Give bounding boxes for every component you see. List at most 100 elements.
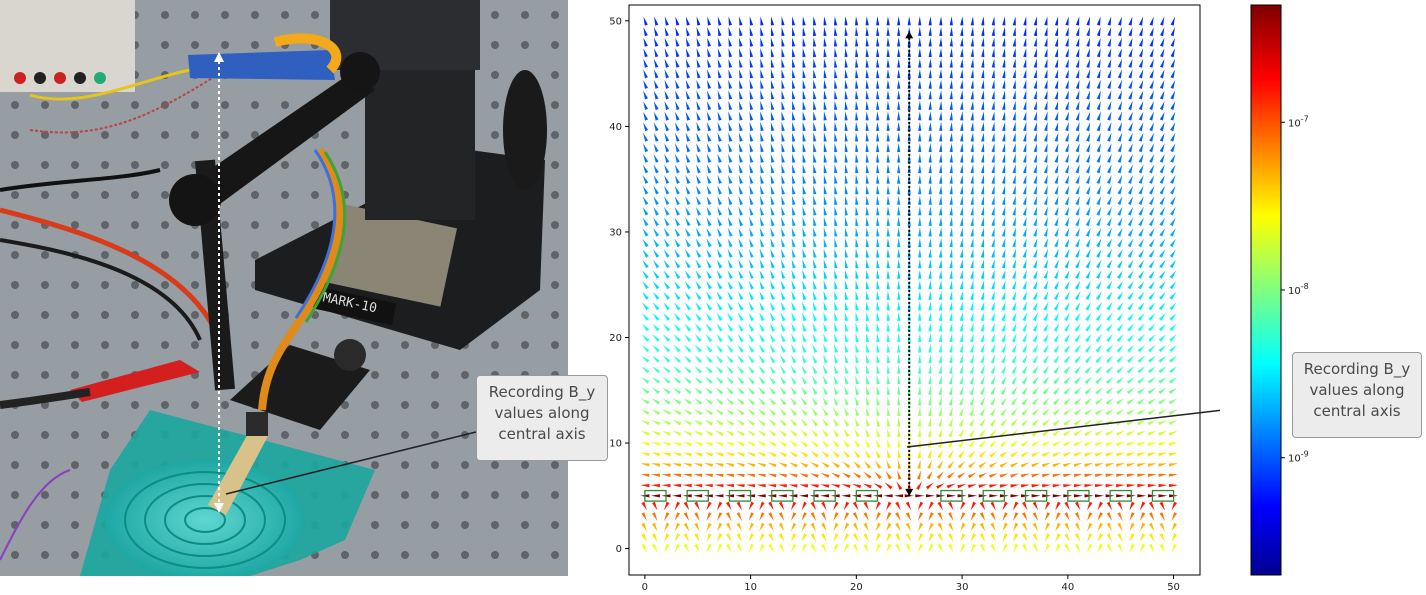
field-arrow (664, 79, 669, 89)
field-arrow (980, 290, 985, 300)
field-arrow (918, 227, 922, 237)
field-arrow (855, 90, 859, 100)
coil-element (771, 489, 794, 502)
field-arrow (1063, 386, 1071, 395)
field-arrow (1075, 122, 1080, 132)
field-arrow (759, 196, 764, 205)
field-arrow (1002, 501, 1008, 511)
field-arrow (1096, 206, 1102, 216)
field-arrow (1138, 69, 1144, 79)
field-arrow (887, 417, 891, 427)
field-arrow (917, 533, 924, 543)
field-arrow (834, 322, 838, 332)
field-arrow (760, 164, 764, 174)
field-arrow (703, 484, 713, 488)
field-arrow (981, 79, 985, 89)
field-arrow (886, 522, 892, 532)
field-arrow (876, 90, 880, 100)
field-arrow (1095, 323, 1103, 332)
field-arrow (1149, 543, 1155, 553)
field-arrow (790, 407, 797, 416)
field-arrow (736, 419, 745, 426)
field-arrow (653, 122, 659, 132)
field-arrow (707, 58, 712, 68)
field-arrow (833, 364, 839, 374)
field-arrow (959, 386, 964, 395)
field-arrow (781, 227, 786, 237)
field-arrow (980, 386, 985, 395)
field-arrow (960, 512, 966, 521)
field-arrow (823, 238, 828, 248)
field-arrow (770, 280, 775, 290)
field-arrow (1064, 280, 1070, 290)
field-arrow (918, 333, 922, 343)
field-arrow (653, 185, 659, 195)
x-tick-label: 30 (956, 582, 969, 593)
field-arrow (1021, 418, 1029, 427)
field-arrow (821, 533, 827, 543)
lab-photo: MARK-10 (0, 0, 568, 576)
field-arrow (928, 406, 932, 417)
field-arrow (844, 69, 848, 79)
field-arrow (1168, 441, 1178, 446)
x-axis: 0 10 20 30 40 50 (642, 575, 1180, 593)
field-arrow (643, 111, 649, 121)
field-arrow (928, 100, 932, 110)
field-arrow (707, 69, 712, 79)
field-arrow (1170, 69, 1176, 79)
field-arrow (886, 501, 892, 511)
field-arrow (886, 354, 891, 364)
field-arrow (928, 385, 932, 395)
field-arrow (1042, 440, 1051, 447)
field-arrow (1044, 37, 1048, 47)
field-arrow (683, 533, 690, 543)
field-arrow (907, 301, 911, 311)
field-arrow (865, 248, 869, 258)
field-arrow (642, 259, 649, 269)
field-arrow (1001, 217, 1006, 227)
field-arrow (959, 375, 964, 385)
field-arrow (673, 312, 681, 321)
field-arrow (1001, 290, 1006, 300)
field-arrow (1158, 452, 1168, 457)
field-arrow (788, 484, 798, 488)
field-arrow (642, 175, 649, 184)
field-arrow (979, 522, 986, 532)
field-arrow (949, 58, 953, 68)
field-arrow (980, 312, 985, 322)
field-arrow (1139, 512, 1146, 521)
field-arrow (823, 312, 828, 322)
field-arrow (887, 375, 891, 385)
field-arrow (770, 227, 775, 237)
field-arrow (778, 440, 787, 447)
field-arrow (864, 449, 871, 459)
field-arrow (675, 111, 680, 121)
field-arrow (990, 396, 996, 406)
field-arrow (855, 195, 859, 205)
field-arrow (970, 543, 977, 553)
field-arrow (790, 533, 797, 543)
field-arrow (736, 441, 745, 447)
field-arrow (653, 249, 660, 258)
field-arrow (939, 185, 943, 195)
field-arrow (812, 375, 818, 385)
field-arrow (760, 37, 764, 47)
field-arrow (757, 429, 766, 437)
field-arrow (1075, 206, 1080, 216)
field-arrow (653, 79, 659, 89)
field-arrow (813, 164, 817, 174)
field-arrow (696, 164, 701, 174)
field-arrow (886, 143, 890, 153)
field-arrow (791, 280, 796, 290)
field-arrow (886, 185, 890, 195)
field-arrow (959, 280, 963, 290)
field-arrow (1032, 354, 1039, 364)
field-arrow (865, 37, 869, 47)
field-arrow (834, 111, 838, 121)
field-arrow (769, 376, 776, 385)
field-arrow (907, 16, 911, 26)
field-arrow (939, 174, 943, 184)
field-arrow (778, 451, 787, 458)
field-arrow (1001, 354, 1007, 364)
field-arrow (696, 90, 701, 100)
